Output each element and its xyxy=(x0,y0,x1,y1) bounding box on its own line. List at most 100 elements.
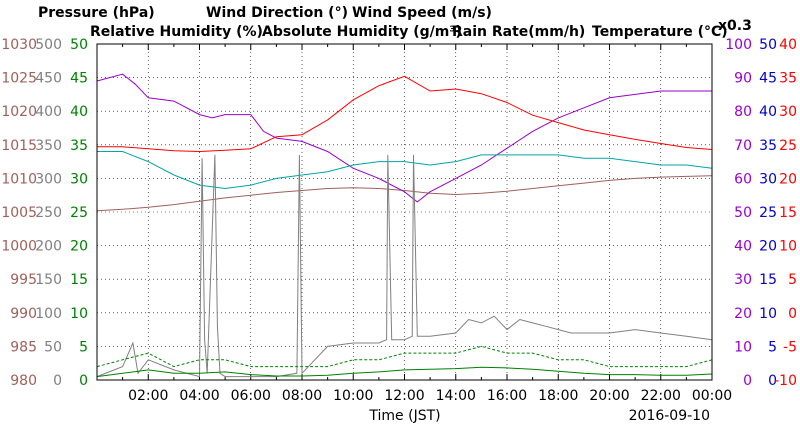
pressure-tick-label: 1020 xyxy=(1,104,37,120)
wind_direction-tick-label: 500 xyxy=(35,37,62,53)
pressure-tick-label: 1010 xyxy=(1,171,37,187)
wind_direction-tick-label: 200 xyxy=(35,239,62,255)
pressure-tick-label: 1000 xyxy=(1,239,37,255)
rain_rate-tick-label: 0 xyxy=(768,373,777,389)
legend-relative-humidity: Relative Humidity (%) xyxy=(90,24,263,40)
wind_direction-tick-label: 50 xyxy=(44,339,62,355)
rain_rate-tick-label: 15 xyxy=(759,272,777,288)
legend-temperature: Temperature (°C) xyxy=(592,24,728,40)
rain_rate-tick-label: 25 xyxy=(759,205,777,221)
temperature-tick-label: 35 xyxy=(779,71,797,87)
wind_speed-tick-label: 25 xyxy=(70,205,88,221)
humidity-tick-label: 50 xyxy=(734,205,752,221)
date-label: 2016-09-10 xyxy=(629,408,710,424)
rain_rate-tick-label: 35 xyxy=(759,138,777,154)
pressure-tick-label: 980 xyxy=(10,373,37,389)
humidity-tick-label: 60 xyxy=(734,171,752,187)
pressure-tick-label: 990 xyxy=(10,306,37,322)
temperature-tick-label: 40 xyxy=(779,37,797,53)
rain_rate-tick-label: 20 xyxy=(759,239,777,255)
temperature-tick-label: -10 xyxy=(774,373,797,389)
legend-x03: x0.3 xyxy=(718,18,752,34)
temperature-tick-label: -5 xyxy=(783,339,797,355)
pressure-tick-label: 1030 xyxy=(1,37,37,53)
temperature-tick-label: 15 xyxy=(779,205,797,221)
temperature-tick-label: 25 xyxy=(779,138,797,154)
x-tick-label: 06:00 xyxy=(231,388,271,404)
series-line-wind_direction xyxy=(96,154,713,378)
legend-wind-speed: Wind Speed (m/s) xyxy=(352,5,492,21)
wind_speed-tick-label: 35 xyxy=(70,138,88,154)
x-tick-label: 16:00 xyxy=(487,388,527,404)
humidity-tick-label: 20 xyxy=(734,306,752,322)
pressure-tick-label: 985 xyxy=(10,339,37,355)
x-tick-label: 10:00 xyxy=(333,388,373,404)
series-line-wind_speed xyxy=(96,366,713,378)
legend-wind-direction: Wind Direction (°) xyxy=(206,5,348,21)
rain_rate-tick-label: 50 xyxy=(759,37,777,53)
temperature-tick-label: 5 xyxy=(788,272,797,288)
x-tick-label: 02:00 xyxy=(128,388,168,404)
wind_direction-tick-label: 350 xyxy=(35,138,62,154)
axis-tick-labels: 02:00 04:00 06:00 08:00 10:00 12:00 14:00 16:00… xyxy=(1,37,797,404)
series-line-wind_speed xyxy=(96,345,713,368)
wind_direction-tick-label: 300 xyxy=(35,171,62,187)
x-tick-label: 08:00 xyxy=(282,388,322,404)
pressure-tick-label: 1025 xyxy=(1,71,37,87)
pressure-tick-label: 1005 xyxy=(1,205,37,221)
wind_direction-tick-label: 400 xyxy=(35,104,62,120)
humidity-tick-label: 40 xyxy=(734,239,752,255)
humidity-tick-label: 80 xyxy=(734,104,752,120)
humidity-tick-label: 30 xyxy=(734,272,752,288)
series-line-humidity xyxy=(97,151,713,190)
rain_rate-tick-label: 5 xyxy=(768,339,777,355)
legend-pressure: Pressure (hPa) xyxy=(38,5,155,21)
grid xyxy=(97,44,712,380)
x-tick-label: 18:00 xyxy=(538,388,578,404)
temperature-tick-label: 0 xyxy=(788,306,797,322)
wind_speed-tick-label: 45 xyxy=(70,71,88,87)
plot-frame xyxy=(96,43,713,381)
humidity-tick-label: 100 xyxy=(725,37,752,53)
rain_rate-tick-label: 30 xyxy=(759,171,777,187)
humidity-tick-label: 0 xyxy=(743,373,752,389)
pressure-tick-label: 995 xyxy=(10,272,37,288)
x-tick-label: 04:00 xyxy=(179,388,219,404)
temperature-tick-label: 30 xyxy=(779,104,797,120)
rain_rate-tick-label: 45 xyxy=(759,71,777,87)
wind_speed-tick-label: 20 xyxy=(70,239,88,255)
humidity-tick-label: 10 xyxy=(734,339,752,355)
pressure-tick-label: 1015 xyxy=(1,138,37,154)
wind_direction-tick-label: 100 xyxy=(35,306,62,322)
wind_speed-tick-label: 30 xyxy=(70,171,88,187)
wind_direction-tick-label: 450 xyxy=(35,71,62,87)
humidity-tick-label: 70 xyxy=(734,138,752,154)
x-tick-label: 20:00 xyxy=(589,388,629,404)
wind_speed-tick-label: 15 xyxy=(70,272,88,288)
wind_speed-tick-label: 10 xyxy=(70,306,88,322)
x-tick-label: 14:00 xyxy=(436,388,476,404)
humidity-tick-label: 90 xyxy=(734,71,752,87)
wind_direction-tick-label: 0 xyxy=(53,373,62,389)
series-line-humidity xyxy=(96,73,712,203)
x-tick-label: 22:00 xyxy=(641,388,681,404)
legend-rain-rate: Rain Rate(mm/h) xyxy=(452,24,585,40)
wind_direction-tick-label: 150 xyxy=(35,272,62,288)
wind_direction-tick-label: 250 xyxy=(35,205,62,221)
series-line-temperature xyxy=(97,75,713,153)
series-line-pressure xyxy=(96,175,713,212)
x-tick-label: 00:00 xyxy=(692,388,732,404)
legend-absolute-humidity: Absolute Humidity (g/m³) xyxy=(262,24,462,40)
temperature-tick-label: 10 xyxy=(779,239,797,255)
wind_speed-tick-label: 50 xyxy=(70,37,88,53)
wind_speed-tick-label: 40 xyxy=(70,104,88,120)
wind_speed-tick-label: 5 xyxy=(79,339,88,355)
x-axis-title: Time (JST) xyxy=(368,408,440,424)
x-tick-label: 12:00 xyxy=(384,388,424,404)
wind_speed-tick-label: 0 xyxy=(79,373,88,389)
rain_rate-tick-label: 40 xyxy=(759,104,777,120)
temperature-tick-label: 20 xyxy=(779,171,797,187)
rain_rate-tick-label: 10 xyxy=(759,306,777,322)
